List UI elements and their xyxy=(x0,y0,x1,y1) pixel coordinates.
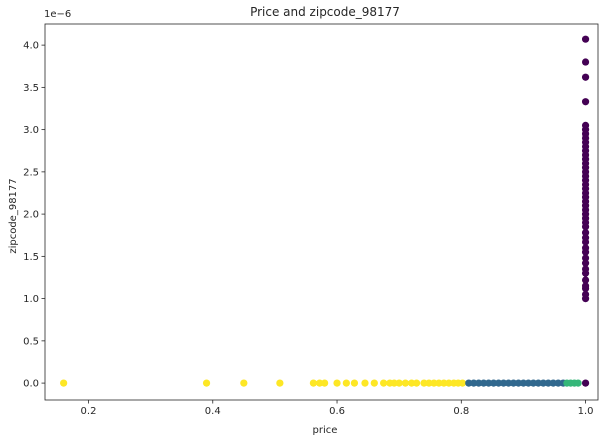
data-point xyxy=(425,379,433,387)
data-point xyxy=(524,379,533,387)
y-axis-ticks: 0.0 0.5 1.0 1.5 2.0 2.5 3.0 3.5 4.0 xyxy=(23,41,45,390)
data-point xyxy=(321,379,329,387)
data-point xyxy=(390,379,398,387)
chart-title: Price and zipcode_98177 xyxy=(250,5,400,19)
plot-frame xyxy=(44,23,599,401)
data-point xyxy=(581,121,590,129)
data-point xyxy=(333,379,341,387)
data-points xyxy=(60,35,590,387)
x-axis-ticks: 0.2 0.4 0.6 0.8 1.0 xyxy=(81,400,594,417)
y-tick-label: 2.0 xyxy=(23,210,39,221)
x-tick-label: 0.8 xyxy=(453,406,469,417)
data-point xyxy=(458,379,467,387)
y-offset-label: 1e−6 xyxy=(44,9,71,20)
data-point xyxy=(361,379,369,387)
data-point xyxy=(485,379,493,387)
y-tick-label: 3.0 xyxy=(23,125,39,136)
data-point xyxy=(581,276,590,284)
data-point xyxy=(490,379,498,387)
data-point xyxy=(420,379,428,387)
data-point xyxy=(581,259,590,267)
data-point xyxy=(544,379,552,387)
data-point xyxy=(202,379,211,387)
y-tick-label: 4.0 xyxy=(23,41,39,52)
data-point xyxy=(276,379,284,387)
data-point xyxy=(440,379,448,387)
data-point xyxy=(475,379,483,387)
data-point xyxy=(309,379,318,387)
data-point xyxy=(401,379,409,387)
data-point xyxy=(529,379,537,387)
data-point xyxy=(60,379,68,387)
data-point xyxy=(470,379,478,387)
y-tick-label: 1.0 xyxy=(23,294,39,305)
data-point xyxy=(412,379,421,387)
data-point xyxy=(581,35,590,43)
data-point xyxy=(581,58,590,66)
data-point xyxy=(549,379,557,387)
data-point xyxy=(554,379,562,387)
x-tick-label: 0.6 xyxy=(329,406,345,417)
data-point xyxy=(395,379,403,387)
data-point xyxy=(581,244,590,252)
data-point xyxy=(581,379,590,387)
data-point xyxy=(430,379,438,387)
x-tick-label: 0.2 xyxy=(81,406,97,417)
data-point xyxy=(581,73,590,81)
data-point xyxy=(509,379,518,387)
y-tick-label: 0.0 xyxy=(23,379,39,390)
data-point xyxy=(534,379,542,387)
data-point xyxy=(408,379,416,387)
data-point xyxy=(539,379,547,387)
data-point xyxy=(581,290,590,298)
data-point xyxy=(581,234,590,242)
data-point xyxy=(342,379,350,387)
plot-area xyxy=(44,23,599,401)
data-point xyxy=(504,379,513,387)
x-tick-label: 1.0 xyxy=(578,406,594,417)
x-tick-label: 0.4 xyxy=(205,406,221,417)
data-point xyxy=(445,379,453,387)
data-point xyxy=(316,379,324,387)
x-axis-label: price xyxy=(313,425,338,436)
data-point xyxy=(581,265,590,273)
data-point xyxy=(435,379,443,387)
data-point xyxy=(494,379,503,387)
data-point xyxy=(519,379,528,387)
data-point xyxy=(581,98,590,106)
data-point xyxy=(465,379,473,387)
y-tick-label: 0.5 xyxy=(23,336,39,347)
data-point xyxy=(574,379,582,387)
data-point xyxy=(499,379,508,387)
data-point xyxy=(380,379,388,387)
data-point xyxy=(581,282,590,290)
y-tick-label: 1.5 xyxy=(23,252,39,263)
y-tick-label: 3.5 xyxy=(23,83,39,94)
data-point xyxy=(581,254,590,262)
data-point xyxy=(514,379,523,387)
data-point xyxy=(240,379,248,387)
y-axis-label: zipcode_98177 xyxy=(8,178,19,253)
data-point xyxy=(370,379,378,387)
data-point xyxy=(350,379,359,387)
data-point xyxy=(480,379,488,387)
y-tick-label: 2.5 xyxy=(23,167,39,178)
data-point xyxy=(581,229,590,237)
